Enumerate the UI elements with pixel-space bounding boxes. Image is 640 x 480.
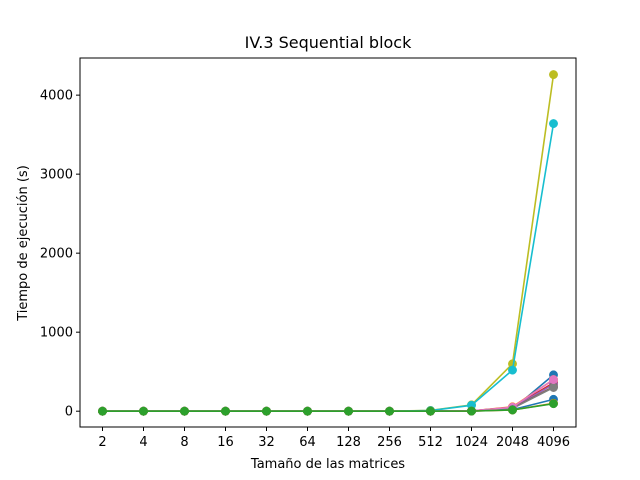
plot-area [79,57,577,428]
plot-frame [79,57,577,428]
x-tick-label: 512 [418,435,443,450]
x-tick-label: 32 [258,435,275,450]
x-tick-label: 2 [98,435,106,450]
data-point [303,406,312,416]
x-axis-label: Tamaño de las matrices [250,457,405,472]
x-tick-label: 4096 [537,435,570,450]
data-point [385,406,394,416]
data-point [508,365,517,375]
series-layer [98,70,558,416]
x-tick-label: 4 [139,435,147,450]
data-point [344,406,353,416]
y-axis-label: Tiempo de ejecución (s) [16,165,31,322]
data-point [549,70,558,80]
y-tick-label: 2000 [40,247,73,262]
data-point [221,406,230,416]
data-point [549,119,558,129]
data-point [180,406,189,416]
data-point [98,406,107,416]
series-line [102,402,554,413]
chart-title: IV.3 Sequential block [245,33,412,52]
data-point [262,406,271,416]
x-tick-label: 8 [180,435,188,450]
data-point [139,406,148,416]
x-tick-label: 256 [377,435,402,450]
y-tick-label: 4000 [40,89,73,104]
x-tick-label: 2048 [496,435,529,450]
data-point [426,406,435,416]
y-tick-label: 1000 [40,326,73,341]
y-tick-label: 3000 [40,168,73,183]
series-group [98,399,558,416]
x-tick-label: 64 [299,435,316,450]
data-point [467,406,476,416]
y-axis: 0 1000 2000 3000 4000 [40,89,80,420]
x-tick-label: 128 [336,435,361,450]
y-tick-label: 0 [65,405,73,420]
x-tick-label: 16 [217,435,234,450]
data-point [549,399,558,409]
data-point [549,375,558,385]
data-point [508,405,517,415]
x-tick-label: 1024 [455,435,488,450]
data-point [549,383,558,392]
x-axis: 2 4 8 16 32 64 128 256 512 1024 2048 4096 [98,427,570,450]
